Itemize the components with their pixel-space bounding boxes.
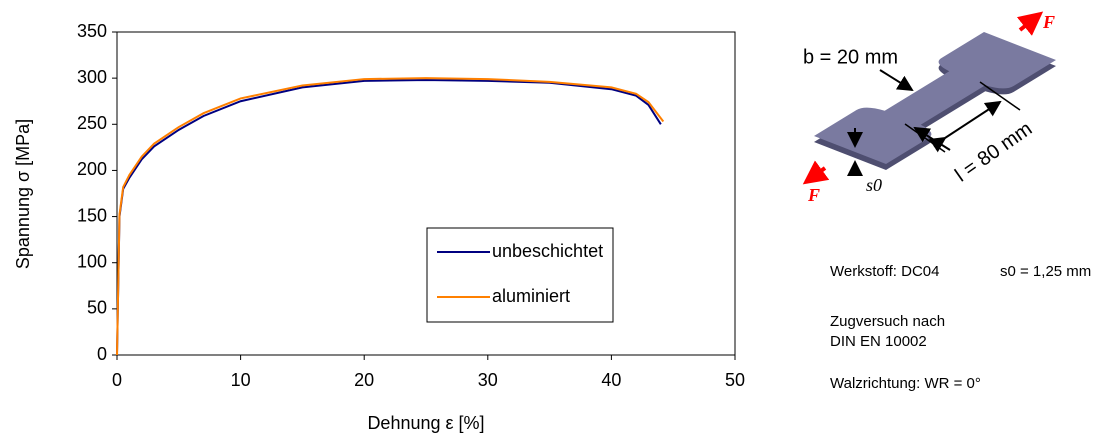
figure: Dehnung ε [%] Spannung σ [MPa] 050100150… bbox=[0, 0, 1120, 441]
legend-label: aluminiert bbox=[492, 286, 570, 306]
legend-label: unbeschichtet bbox=[492, 241, 603, 261]
plot: 0 50 100 150 200 250 300 350 0 10 20 30 40 50 unbeschi… bbox=[77, 21, 745, 390]
force-label: F bbox=[1042, 12, 1055, 32]
width-label: b = 20 mm bbox=[803, 46, 898, 68]
rolling-direction: Walzrichtung: WR = 0° bbox=[830, 375, 981, 392]
test-standard: Zugversuch nach bbox=[830, 313, 945, 330]
material: Werkstoff: DC04 bbox=[830, 263, 939, 280]
y-tick-label: 0 bbox=[97, 344, 107, 364]
x-tick-label: 20 bbox=[354, 370, 374, 390]
y-tick-label: 200 bbox=[77, 159, 107, 179]
x-axis-label: Dehnung ε [%] bbox=[367, 413, 484, 433]
y-tick-label: 300 bbox=[77, 67, 107, 87]
material-thickness: s0 = 1,25 mm bbox=[1000, 263, 1091, 280]
y-tick-label: 150 bbox=[77, 205, 107, 225]
length-label: l = 80 mm bbox=[951, 118, 1036, 187]
y-tick-label: 350 bbox=[77, 21, 107, 41]
x-tick-label: 30 bbox=[478, 370, 498, 390]
x-tick-label: 10 bbox=[231, 370, 251, 390]
specimen-drawing bbox=[806, 14, 1056, 182]
x-tick-label: 40 bbox=[601, 370, 621, 390]
force-label: F bbox=[807, 185, 820, 205]
y-tick-label: 250 bbox=[77, 113, 107, 133]
x-tick-label: 50 bbox=[725, 370, 745, 390]
y-tick-label: 50 bbox=[87, 298, 107, 318]
test-standard: DIN EN 10002 bbox=[830, 333, 927, 350]
y-axis-label: Spannung σ [MPa] bbox=[13, 119, 33, 269]
x-tick-label: 0 bbox=[112, 370, 122, 390]
thickness-label: s0 bbox=[866, 175, 882, 195]
y-tick-label: 100 bbox=[77, 251, 107, 271]
